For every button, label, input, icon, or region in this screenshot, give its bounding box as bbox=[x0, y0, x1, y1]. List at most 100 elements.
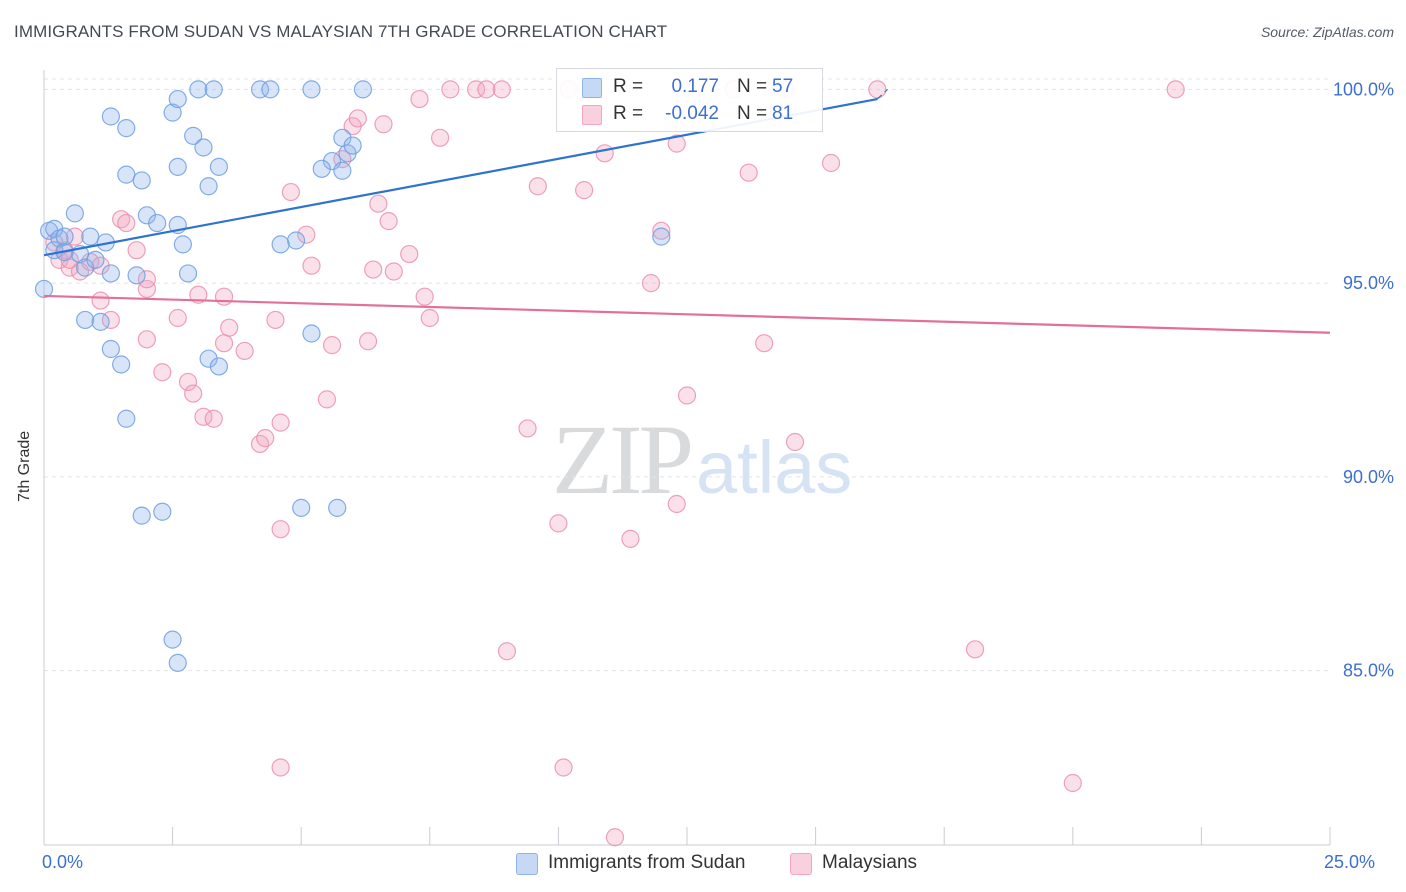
point-malaysians bbox=[271, 520, 290, 539]
point-sudan bbox=[302, 80, 321, 99]
legend-row-malaysians: R = -0.042 N = 81 bbox=[557, 100, 822, 128]
point-malaysians bbox=[364, 260, 383, 279]
watermark: ZIPatlas bbox=[552, 402, 852, 517]
point-sudan bbox=[101, 339, 120, 359]
point-malaysians bbox=[821, 153, 841, 173]
point-sudan bbox=[153, 502, 172, 521]
point-sudan bbox=[178, 264, 198, 283]
point-malaysians bbox=[549, 514, 568, 533]
point-sudan bbox=[76, 310, 95, 330]
point-sudan bbox=[652, 227, 671, 246]
y-axis-label-wrap: 7th Grade bbox=[16, 420, 38, 530]
point-malaysians bbox=[497, 642, 517, 661]
point-malaysians bbox=[575, 181, 594, 200]
axes bbox=[43, 70, 1331, 846]
point-malaysians bbox=[965, 640, 985, 659]
point-sudan bbox=[194, 138, 213, 157]
point-malaysians bbox=[235, 341, 254, 361]
point-sudan bbox=[204, 80, 223, 99]
point-malaysians bbox=[322, 336, 342, 355]
point-malaysians bbox=[369, 194, 388, 213]
point-malaysians bbox=[65, 227, 84, 246]
watermark-zip: ZIP bbox=[552, 404, 694, 515]
point-malaysians bbox=[127, 241, 146, 260]
point-sudan bbox=[184, 126, 203, 145]
point-malaysians bbox=[137, 270, 156, 289]
point-malaysians bbox=[271, 413, 290, 432]
legend-swatch-sudan bbox=[516, 853, 538, 875]
point-malaysians bbox=[281, 182, 301, 202]
point-sudan bbox=[34, 279, 54, 299]
point-sudan bbox=[65, 204, 84, 223]
point-malaysians bbox=[420, 308, 439, 328]
point-sudan bbox=[189, 80, 208, 99]
data-points bbox=[34, 80, 1185, 847]
point-malaysians bbox=[153, 363, 172, 382]
point-malaysians bbox=[220, 318, 239, 337]
point-malaysians bbox=[250, 434, 270, 454]
point-malaysians bbox=[785, 432, 805, 452]
point-malaysians bbox=[667, 134, 686, 153]
point-malaysians bbox=[466, 80, 486, 99]
point-sudan bbox=[333, 161, 352, 180]
point-malaysians bbox=[755, 334, 774, 353]
legend-swatch-malaysians bbox=[582, 105, 602, 125]
legend-n-value: 57 bbox=[772, 76, 794, 97]
point-malaysians bbox=[137, 330, 156, 349]
point-malaysians bbox=[400, 244, 419, 264]
legend-r-label: R = bbox=[613, 103, 644, 124]
point-malaysians bbox=[667, 494, 686, 514]
point-sudan bbox=[292, 498, 311, 517]
point-sudan bbox=[132, 506, 151, 525]
y-tick-label: 90.0% bbox=[1343, 467, 1394, 487]
legend-row-sudan: R = 0.177 N = 57 bbox=[557, 73, 822, 101]
point-sudan bbox=[91, 312, 110, 331]
point-malaysians bbox=[621, 529, 640, 548]
point-malaysians bbox=[348, 109, 367, 128]
series-legend: Immigrants from Sudan Malaysians bbox=[0, 851, 1406, 877]
point-sudan bbox=[261, 80, 280, 99]
point-sudan bbox=[163, 103, 182, 122]
legend-label-sudan: Immigrants from Sudan bbox=[548, 852, 746, 873]
legend-n-value: 81 bbox=[772, 103, 794, 124]
trend-line-malaysians bbox=[43, 294, 1331, 334]
point-sudan bbox=[302, 324, 321, 343]
point-malaysians bbox=[477, 80, 496, 99]
point-malaysians bbox=[214, 287, 234, 306]
legend-n-label: N = bbox=[737, 103, 768, 124]
chart-title: IMMIGRANTS FROM SUDAN VS MALAYSIAN 7TH G… bbox=[14, 22, 668, 41]
x-tick-label-max: 25.0% bbox=[1324, 852, 1376, 872]
point-malaysians bbox=[168, 308, 187, 328]
point-sudan bbox=[101, 264, 120, 283]
point-sudan bbox=[353, 80, 373, 99]
point-sudan bbox=[168, 89, 187, 109]
point-sudan bbox=[199, 177, 218, 196]
point-malaysians bbox=[184, 384, 203, 403]
point-malaysians bbox=[410, 89, 429, 109]
point-sudan bbox=[117, 119, 136, 138]
point-sudan bbox=[132, 171, 151, 190]
point-sudan bbox=[209, 157, 228, 176]
point-malaysians bbox=[1166, 80, 1185, 99]
point-sudan bbox=[112, 355, 131, 374]
point-sudan bbox=[173, 235, 192, 254]
point-sudan bbox=[117, 165, 136, 184]
point-malaysians bbox=[384, 262, 403, 281]
point-malaysians bbox=[441, 80, 460, 99]
legend-n-label: N = bbox=[737, 76, 768, 97]
watermark-atlas: atlas bbox=[696, 426, 853, 509]
point-sudan bbox=[271, 235, 290, 254]
point-sudan bbox=[168, 157, 187, 176]
point-sudan bbox=[250, 80, 270, 99]
point-malaysians bbox=[605, 828, 625, 847]
point-malaysians bbox=[302, 256, 321, 275]
y-tick-label: 85.0% bbox=[1343, 661, 1394, 681]
point-malaysians bbox=[117, 213, 136, 233]
point-malaysians bbox=[358, 332, 378, 351]
point-malaysians bbox=[317, 390, 337, 409]
point-sudan bbox=[209, 357, 228, 376]
point-malaysians bbox=[518, 419, 537, 438]
point-sudan bbox=[55, 227, 74, 246]
point-malaysians bbox=[1063, 773, 1082, 793]
